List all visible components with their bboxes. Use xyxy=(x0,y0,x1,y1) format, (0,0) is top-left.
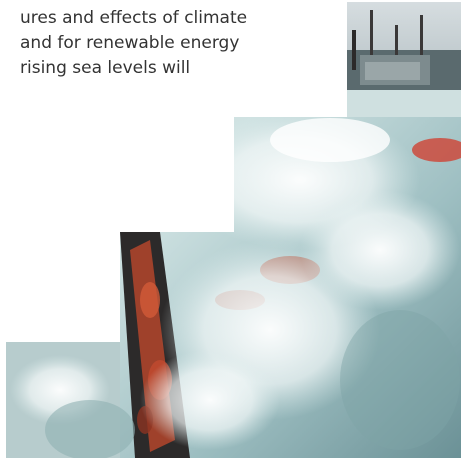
ship-top-tile xyxy=(347,2,461,117)
left-sea xyxy=(6,342,135,458)
text-line-2: and for renewable energy xyxy=(20,33,240,53)
text-line-1: ures and effects of climate xyxy=(20,8,248,28)
body-text: ures and effects of climate and for rene… xyxy=(20,6,340,81)
wave-foam xyxy=(140,110,460,450)
text-line-3: rising sea levels will xyxy=(20,58,191,78)
